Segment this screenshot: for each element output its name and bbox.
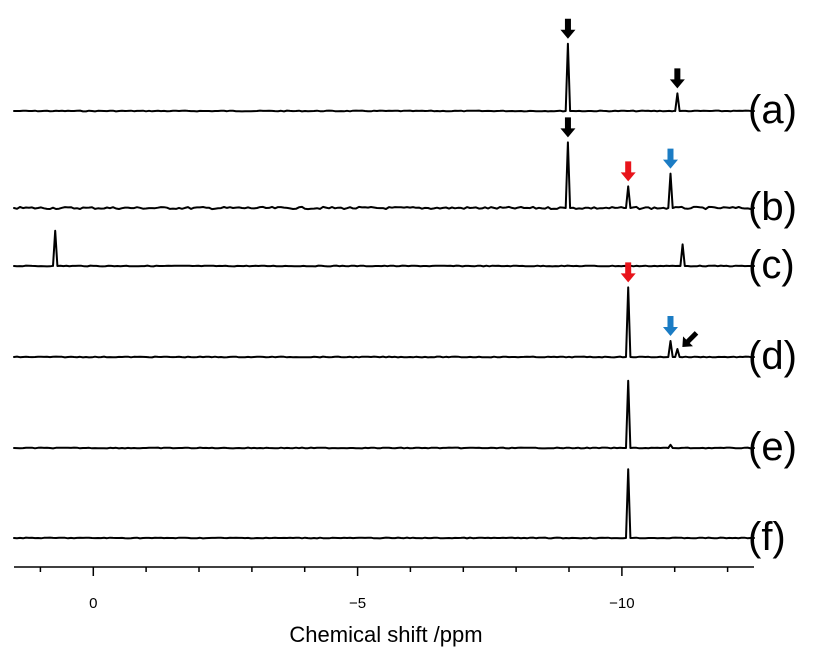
spectrum-label: (d) — [748, 334, 797, 378]
spectrum-label: (e) — [748, 425, 797, 469]
spectrum-trace — [13, 229, 755, 268]
down-arrow-icon — [560, 18, 576, 39]
spectrum-label: (c) — [748, 243, 795, 287]
down-arrow-icon — [620, 262, 636, 283]
spectrum-label: (b) — [748, 185, 797, 229]
spectrum-label: (a) — [748, 88, 797, 132]
spectrum-trace — [13, 379, 755, 450]
spectra-traces — [13, 42, 755, 540]
x-axis-label: Chemical shift /ppm — [289, 622, 482, 647]
peak-arrows — [560, 18, 699, 347]
x-tick-label: −5 — [349, 595, 366, 612]
spectrum-trace — [13, 141, 755, 211]
spectrum-trace — [13, 468, 755, 540]
x-tick-label: 0 — [89, 595, 97, 612]
spectrum-label: (f) — [748, 515, 786, 559]
spectrum-trace — [13, 42, 755, 113]
down-arrow-icon — [620, 161, 636, 182]
spectrum-labels: (a) (b) (c) (d) (e) (f) — [748, 88, 797, 559]
spectrum-trace — [13, 286, 755, 359]
down-arrow-icon — [669, 68, 685, 89]
x-tick-label: −10 — [609, 595, 634, 612]
down-arrow-icon — [662, 316, 678, 336]
down-arrow-icon — [662, 148, 678, 169]
diagonal-arrow-icon — [682, 331, 699, 347]
x-axis: 0 −5 −10 — [14, 566, 754, 612]
down-arrow-icon — [560, 117, 576, 138]
